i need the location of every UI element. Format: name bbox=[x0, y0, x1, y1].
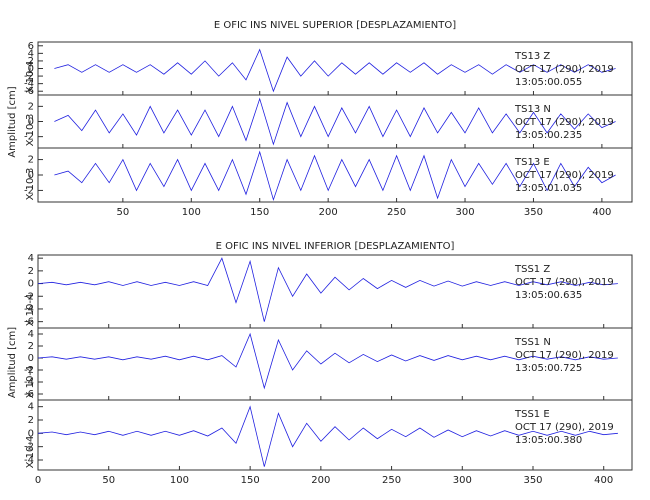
y-tick-label: 2 bbox=[28, 56, 34, 67]
trace-annotation: TS13 E bbox=[514, 157, 550, 168]
trace-annotation: OCT 17 (290), 2019 bbox=[515, 64, 614, 75]
y-tick-label: 0 bbox=[28, 353, 34, 364]
x-tick-label: 250 bbox=[382, 475, 401, 486]
scale-label: X 10-4 bbox=[25, 61, 36, 94]
y-tick-label: 0 bbox=[28, 279, 34, 290]
trace-annotation: 13:05:01.035 bbox=[515, 183, 582, 194]
x-tick-label: 300 bbox=[455, 207, 474, 218]
trace bbox=[54, 48, 616, 93]
y-tick-label: -2 bbox=[24, 132, 34, 143]
trace-annotation: TS13 Z bbox=[514, 51, 550, 62]
y-tick-label: 2 bbox=[28, 415, 34, 426]
x-tick-label: 300 bbox=[453, 475, 472, 486]
y-tick-label: 4 bbox=[28, 253, 34, 264]
y-tick-label: 2 bbox=[28, 155, 34, 166]
trace-annotation: 13:05:00.235 bbox=[515, 130, 582, 141]
scale-label: X 10-3 bbox=[25, 168, 36, 201]
y-tick-label: -2 bbox=[24, 442, 34, 453]
x-tick-label: 50 bbox=[102, 475, 115, 486]
trace-annotation: TS13 N bbox=[514, 104, 551, 115]
trace-annotation: OCT 17 (290), 2019 bbox=[515, 117, 614, 128]
y-tick-label: 4 bbox=[28, 402, 34, 413]
trace bbox=[37, 257, 618, 322]
trace-annotation: 13:05:00.380 bbox=[515, 435, 582, 446]
scale-label: X 10-4 bbox=[25, 436, 36, 469]
x-tick-label: 100 bbox=[182, 207, 201, 218]
x-tick-label: 200 bbox=[319, 207, 338, 218]
y-tick-label: -6 bbox=[24, 317, 34, 328]
x-tick-label: 400 bbox=[592, 207, 611, 218]
trace bbox=[37, 405, 618, 467]
scale-label: X 10-4 bbox=[25, 294, 36, 327]
y-tick-label: -4 bbox=[24, 455, 34, 466]
trace-annotation: OCT 17 (290), 2019 bbox=[515, 350, 614, 361]
scale-label: X 10-3 bbox=[25, 114, 36, 147]
y-tick-label: 0 bbox=[28, 170, 34, 181]
y-axis-label: Amplitud [cm] bbox=[7, 327, 18, 398]
chart-title: E OFIC INS NIVEL INFERIOR [DESPLAZAMIENT… bbox=[216, 241, 455, 252]
y-tick-label: 2 bbox=[28, 101, 34, 112]
y-tick-label: -2 bbox=[24, 71, 34, 82]
x-tick-label: 150 bbox=[250, 207, 269, 218]
y-tick-label: 2 bbox=[28, 341, 34, 352]
y-tick-label: 0 bbox=[28, 117, 34, 128]
chart-title: E OFIC INS NIVEL SUPERIOR [DESPLAZAMIENT… bbox=[214, 20, 456, 31]
trace bbox=[37, 332, 618, 390]
y-tick-label: -6 bbox=[24, 86, 34, 97]
y-tick-label: -4 bbox=[24, 304, 34, 315]
y-tick-label: -2 bbox=[24, 365, 34, 376]
x-tick-label: 200 bbox=[311, 475, 330, 486]
x-tick-label: 150 bbox=[241, 475, 260, 486]
scale-label: X 10-4 bbox=[25, 366, 36, 399]
trace-annotation: OCT 17 (290), 2019 bbox=[515, 170, 614, 181]
trace-annotation: OCT 17 (290), 2019 bbox=[515, 422, 614, 433]
trace-annotation: 13:05:00.725 bbox=[515, 363, 582, 374]
trace-annotation: TSS1 E bbox=[514, 409, 550, 420]
y-tick-label: -4 bbox=[24, 79, 34, 90]
trace bbox=[54, 97, 616, 146]
y-tick-label: -2 bbox=[24, 185, 34, 196]
trace-annotation: TSS1 N bbox=[514, 337, 551, 348]
y-tick-label: 4 bbox=[28, 329, 34, 340]
trace-annotation: OCT 17 (290), 2019 bbox=[515, 277, 614, 288]
trace-annotation: 13:05:00.055 bbox=[515, 77, 582, 88]
y-tick-label: -4 bbox=[24, 377, 34, 388]
trace bbox=[54, 150, 616, 202]
y-axis-label: Amplitud [cm] bbox=[7, 86, 18, 157]
y-tick-label: -2 bbox=[24, 291, 34, 302]
trace-annotation: TSS1 Z bbox=[514, 264, 550, 275]
x-tick-label: 100 bbox=[170, 475, 189, 486]
x-tick-label: 0 bbox=[35, 475, 41, 486]
y-tick-label: -6 bbox=[24, 389, 34, 400]
y-tick-label: 0 bbox=[28, 64, 34, 75]
panel-frame bbox=[37, 399, 633, 471]
trace-annotation: 13:05:00.635 bbox=[515, 290, 582, 301]
y-tick-label: 2 bbox=[28, 266, 34, 277]
y-tick-label: 4 bbox=[28, 48, 34, 59]
x-tick-label: 250 bbox=[387, 207, 406, 218]
x-tick-label: 50 bbox=[116, 207, 129, 218]
x-tick-label: 350 bbox=[524, 207, 543, 218]
y-tick-label: 0 bbox=[28, 428, 34, 439]
x-tick-label: 400 bbox=[594, 475, 613, 486]
x-tick-label: 350 bbox=[523, 475, 542, 486]
y-tick-label: 6 bbox=[28, 41, 34, 52]
